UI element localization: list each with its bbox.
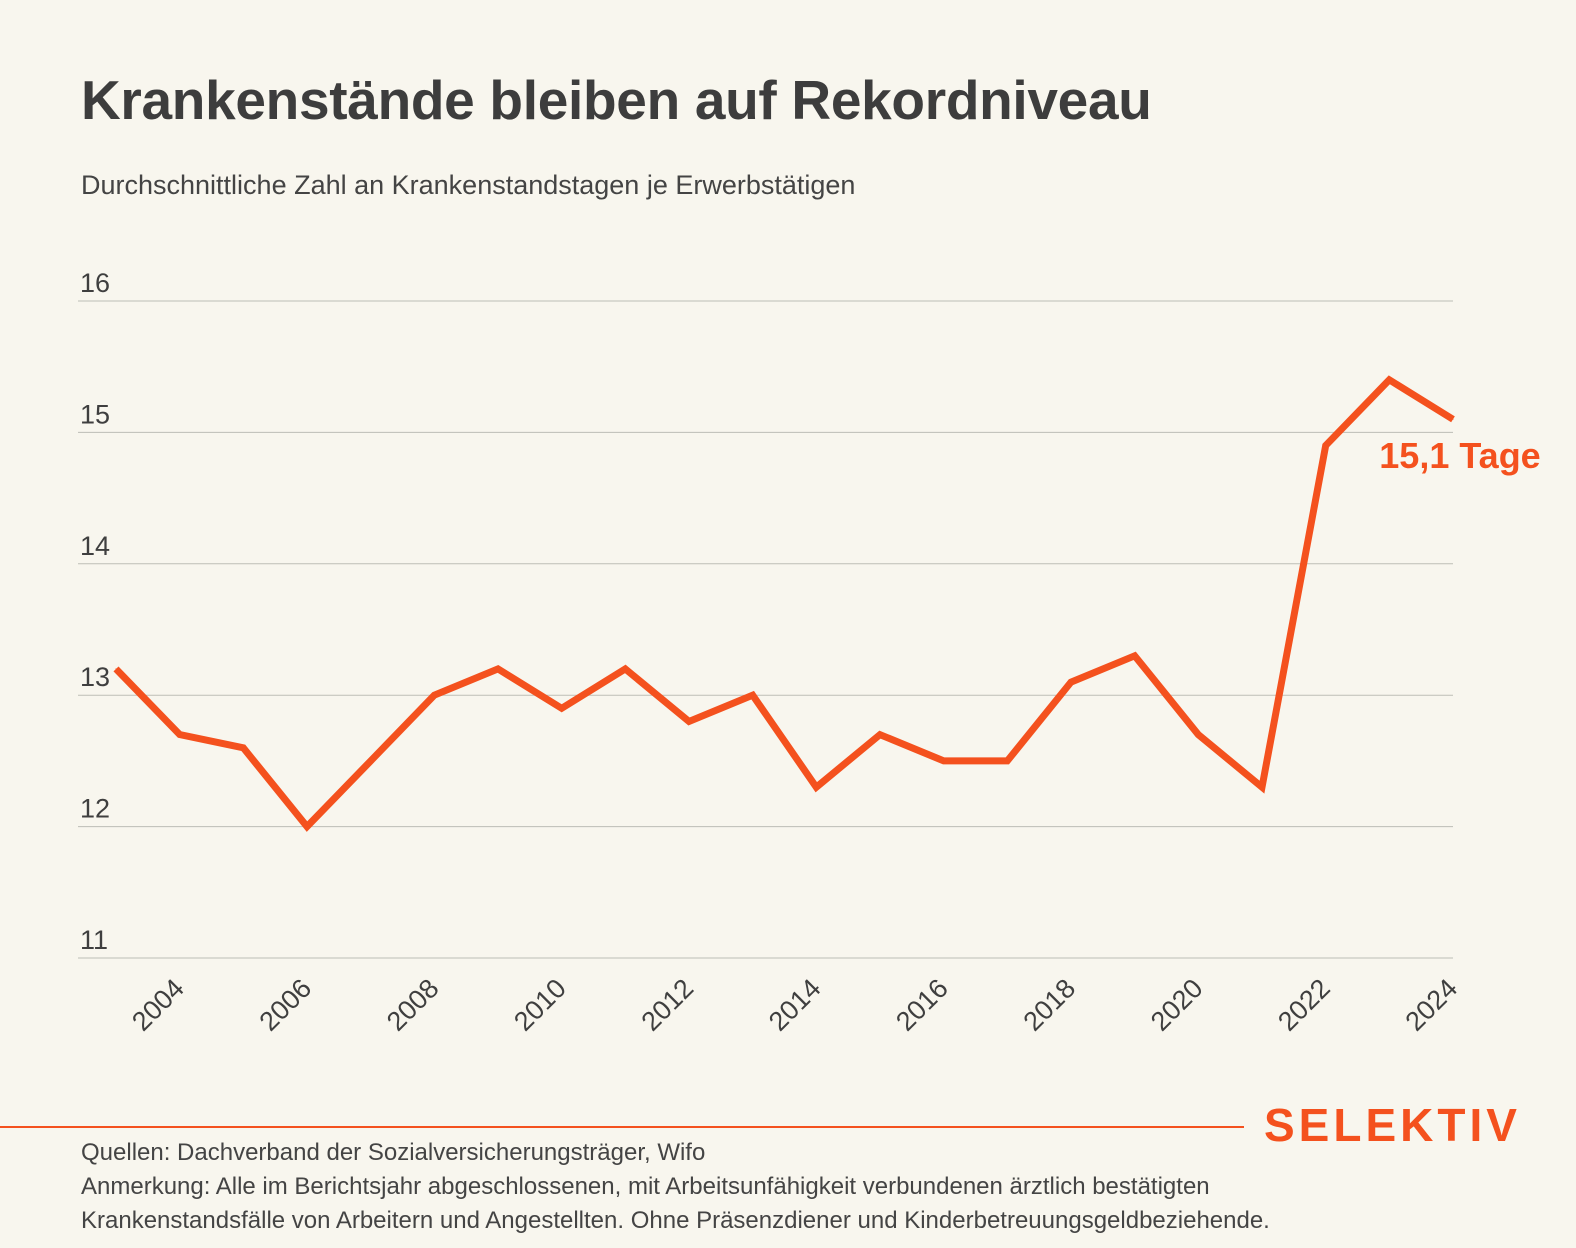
data-point-2018 bbox=[1070, 681, 1072, 683]
x-tick-label: 2008 bbox=[381, 973, 445, 1037]
remark-line-1: Anmerkung: Alle im Berichtsjahr abgeschl… bbox=[81, 1173, 1210, 1200]
x-axis-ticks: 2004 2006 2008 2010 2012 2014 2016 2018 2020 2022… bbox=[126, 973, 1463, 1037]
data-point-2008 bbox=[433, 694, 435, 696]
data-point-2005 bbox=[242, 747, 244, 749]
y-tick-label: 14 bbox=[80, 531, 110, 561]
data-point-2007 bbox=[370, 760, 372, 762]
footer-notes: Quellen: Dachverband der Sozialversicher… bbox=[81, 1136, 1270, 1238]
series-layer bbox=[113, 375, 1455, 832]
source-note: Quellen: Dachverband der Sozialversicher… bbox=[81, 1139, 706, 1166]
chart-subtitle: Durchschnittliche Zahl an Krankenstandst… bbox=[81, 170, 856, 200]
x-tick-label: 2022 bbox=[1272, 973, 1336, 1037]
data-point-2022 bbox=[1325, 445, 1327, 447]
data-point-2009 bbox=[497, 668, 499, 670]
data-point-2004 bbox=[179, 734, 181, 736]
y-tick-label: 15 bbox=[80, 399, 110, 429]
x-tick-label: 2014 bbox=[763, 973, 827, 1037]
data-point-2014 bbox=[815, 786, 817, 788]
y-tick-label: 12 bbox=[80, 794, 110, 824]
y-tick-label: 16 bbox=[80, 268, 110, 298]
x-tick-label: 2018 bbox=[1018, 973, 1082, 1037]
grid-lines bbox=[78, 300, 1453, 959]
data-point-2010 bbox=[561, 707, 563, 709]
x-tick-label: 2006 bbox=[254, 973, 318, 1037]
data-point-2020 bbox=[1197, 734, 1199, 736]
data-point-2013 bbox=[752, 694, 754, 696]
x-tick-label: 2010 bbox=[508, 973, 572, 1037]
data-point-2003 bbox=[115, 668, 117, 670]
data-point-2024 bbox=[1452, 418, 1454, 420]
data-point-2019 bbox=[1134, 655, 1136, 657]
data-point-2016 bbox=[943, 760, 945, 762]
y-axis-ticks: 11 12 13 14 15 16 bbox=[80, 268, 110, 955]
y-tick-label: 13 bbox=[80, 662, 110, 692]
footer-divider bbox=[0, 1126, 1244, 1128]
x-tick-label: 2020 bbox=[1145, 973, 1209, 1037]
series-line bbox=[113, 375, 1455, 832]
x-tick-label: 2024 bbox=[1400, 973, 1464, 1037]
chart-title: Krankenstände bleiben auf Rekordniveau bbox=[81, 69, 1152, 131]
brand-logo: SELEKTIV bbox=[1264, 1099, 1521, 1151]
data-point-2017 bbox=[1006, 760, 1008, 762]
x-tick-label: 2004 bbox=[126, 973, 190, 1037]
end-value-label: 15,1 Tage bbox=[1379, 435, 1540, 476]
data-point-2023 bbox=[1388, 379, 1390, 381]
x-tick-label: 2016 bbox=[890, 973, 954, 1037]
data-point-2011 bbox=[624, 668, 626, 670]
data-point-2015 bbox=[879, 734, 881, 736]
x-tick-label: 2012 bbox=[636, 973, 700, 1037]
data-point-2021 bbox=[1261, 786, 1263, 788]
remark-line-2: Krankenstandsfälle von Arbeitern und Ang… bbox=[81, 1207, 1270, 1234]
data-point-2012 bbox=[688, 720, 690, 722]
y-tick-label: 11 bbox=[80, 925, 108, 955]
line-chart: 11 12 13 14 15 16 2004 2006 2008 2010 2012 2014 201… bbox=[78, 268, 1541, 1037]
data-point-2006 bbox=[306, 826, 308, 828]
